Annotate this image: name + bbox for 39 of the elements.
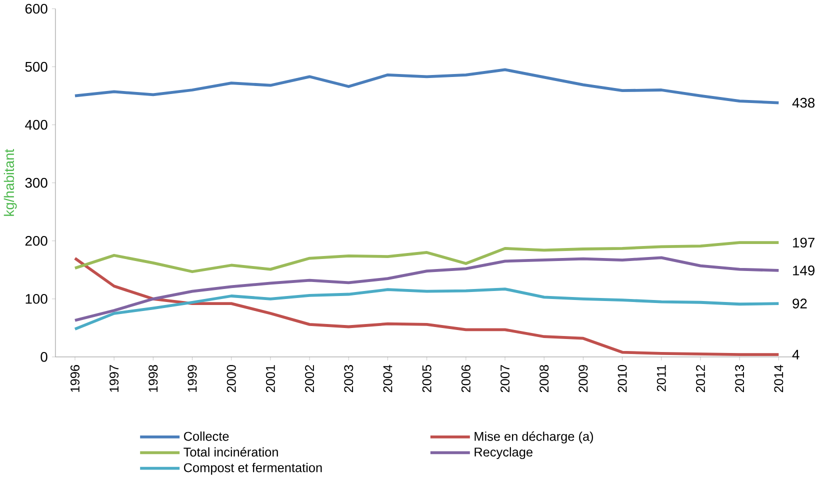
x-tick-label: 2001 bbox=[266, 364, 275, 392]
data-label: 149 bbox=[793, 265, 814, 276]
y-tick-label: 300 bbox=[25, 178, 48, 188]
legend-label: Mise en décharge (a) bbox=[474, 431, 594, 444]
legend-label: Total incinération bbox=[184, 446, 278, 456]
y-tick-label: 100 bbox=[26, 294, 48, 304]
data-label: 92 bbox=[792, 298, 807, 308]
line-series bbox=[74, 240, 780, 273]
x-tick-label: 1996 bbox=[70, 364, 80, 392]
x-tick-label: 2007 bbox=[500, 364, 510, 392]
x-tick-label: 1997 bbox=[110, 364, 119, 392]
data-label: 197 bbox=[793, 237, 814, 248]
x-tick-label: 2003 bbox=[344, 364, 354, 392]
y-tick-label: 200 bbox=[25, 236, 48, 246]
data-label: 4 bbox=[792, 350, 800, 360]
x-tick-label: 2008 bbox=[540, 364, 549, 392]
line-series bbox=[74, 287, 780, 330]
x-tick-label: 1999 bbox=[188, 364, 197, 392]
x-tick-label: 2000 bbox=[226, 364, 236, 392]
legend-label: Recyclage bbox=[474, 447, 532, 459]
x-tick-label: 2002 bbox=[305, 364, 314, 392]
x-tick-label: 2012 bbox=[696, 364, 705, 392]
y-tick-label: 400 bbox=[25, 120, 48, 130]
y-tick-label: 500 bbox=[25, 62, 48, 72]
y-axis-title: kg/habitant bbox=[4, 148, 17, 216]
legend-label: Compost et fermentation bbox=[184, 462, 322, 474]
legend-label: Collecte bbox=[184, 431, 229, 441]
y-tick-label: 600 bbox=[25, 4, 48, 14]
x-tick-label: 1998 bbox=[148, 364, 158, 392]
data-label: 438 bbox=[792, 98, 815, 108]
x-tick-label: 2009 bbox=[578, 364, 588, 392]
x-tick-label: 2005 bbox=[422, 364, 432, 392]
x-tick-label: 2010 bbox=[618, 364, 627, 392]
x-tick-label: 2011 bbox=[656, 364, 666, 391]
x-tick-label: 2006 bbox=[461, 364, 470, 392]
x-tick-label: 2004 bbox=[383, 364, 392, 392]
x-tick-label: 2014 bbox=[774, 364, 784, 392]
y-tick-label: 0 bbox=[40, 352, 48, 362]
x-tick-label: 2013 bbox=[735, 364, 744, 392]
